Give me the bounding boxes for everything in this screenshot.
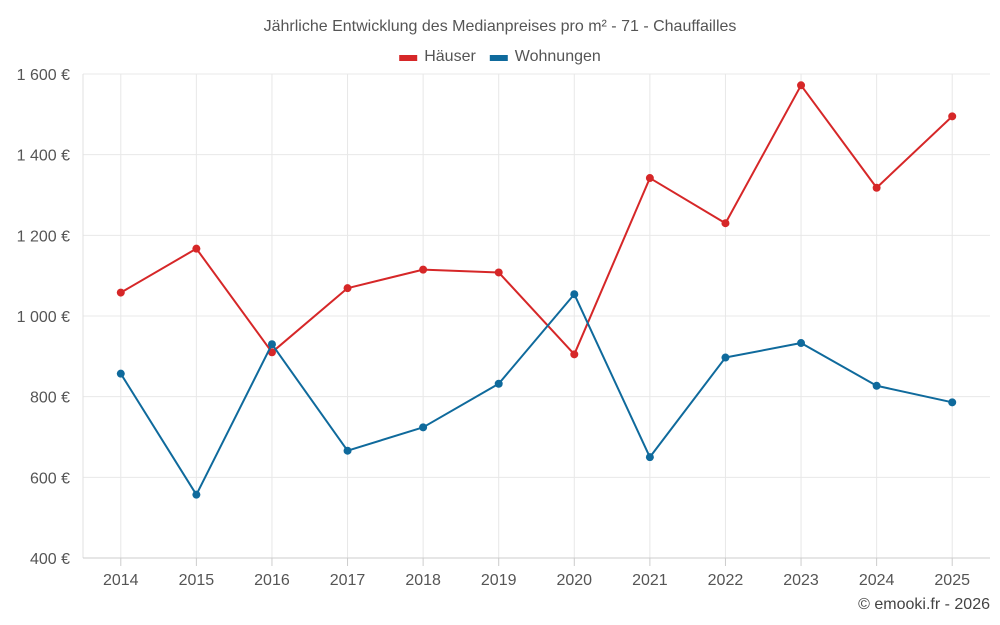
legend: Häuser Wohnungen <box>399 48 601 65</box>
data-point <box>267 340 276 349</box>
data-point <box>948 112 957 121</box>
grid <box>83 73 990 559</box>
legend-swatch <box>489 55 508 61</box>
data-point <box>872 183 881 192</box>
data-point <box>192 490 201 499</box>
legend-label: Wohnungen <box>515 48 601 65</box>
chart-title: Jährliche Entwicklung des Medianpreises … <box>264 18 737 35</box>
series-wohnungen <box>116 290 957 499</box>
data-point <box>570 290 579 299</box>
x-tick-label: 2018 <box>405 572 441 589</box>
x-tick-label: 2020 <box>556 572 592 589</box>
data-point <box>419 265 428 274</box>
y-tick-label: 400 € <box>30 551 70 568</box>
x-tick-label: 2017 <box>330 572 366 589</box>
data-point <box>343 284 352 293</box>
axes: 400 € 600 € 800 € 1 000 € 1 200 € 1 400 € 1 60… <box>17 67 990 589</box>
data-point <box>721 353 730 362</box>
credit-text: © emooki.fr - 2026 <box>858 596 990 613</box>
y-tick-label: 1 000 € <box>17 309 70 326</box>
y-tick-label: 1 600 € <box>17 67 70 84</box>
legend-label: Häuser <box>424 48 476 65</box>
legend-item: Wohnungen <box>489 48 601 65</box>
data-point <box>797 81 806 90</box>
x-tick-label: 2023 <box>783 572 819 589</box>
data-point <box>645 453 654 462</box>
y-tick-label: 600 € <box>30 470 70 487</box>
data-point <box>192 244 201 253</box>
data-point <box>494 379 503 388</box>
x-tick-label: 2019 <box>481 572 517 589</box>
series-group <box>116 81 957 499</box>
x-tick-label: 2016 <box>254 572 290 589</box>
data-point <box>721 219 730 228</box>
data-point <box>494 268 503 277</box>
data-point <box>116 288 125 297</box>
series-line <box>120 84 953 356</box>
x-tick-label: 2025 <box>934 572 970 589</box>
x-tick-label: 2014 <box>103 572 139 589</box>
data-point <box>797 339 806 348</box>
data-point <box>645 174 654 183</box>
data-point <box>948 398 957 407</box>
y-tick-label: 1 200 € <box>17 228 70 245</box>
data-point <box>419 423 428 432</box>
x-tick-label: 2024 <box>859 572 895 589</box>
x-tick-label: 2015 <box>179 572 215 589</box>
y-tick-label: 800 € <box>30 390 70 407</box>
data-point <box>872 381 881 390</box>
data-point <box>116 369 125 378</box>
data-point <box>343 446 352 455</box>
x-tick-label: 2022 <box>708 572 744 589</box>
series-line <box>119 293 953 496</box>
y-tick-label: 1 400 € <box>17 148 70 165</box>
legend-item: Häuser <box>399 48 476 65</box>
legend-swatch <box>399 55 418 61</box>
series-haeuser <box>116 81 957 359</box>
x-tick-label: 2021 <box>632 572 668 589</box>
data-point <box>570 350 579 359</box>
